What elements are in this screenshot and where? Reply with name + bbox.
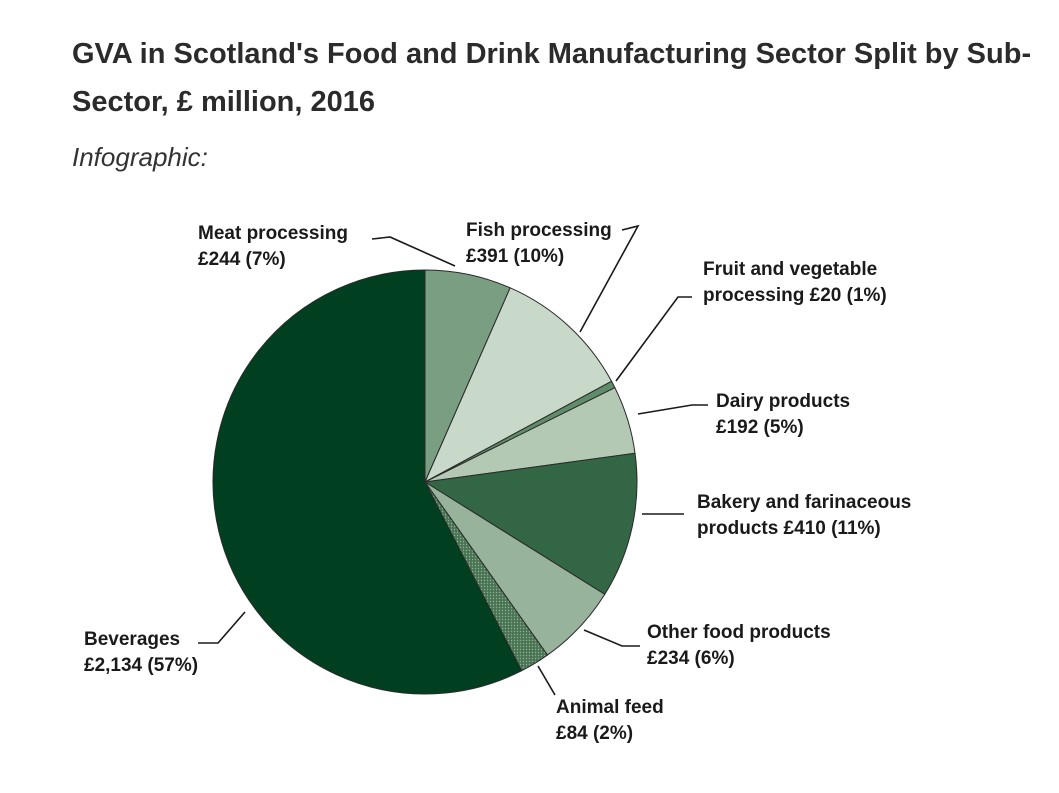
slice-label-meat-processing: Meat processing £244 (7%) <box>198 223 348 270</box>
leader-line-meat-processing <box>371 236 456 267</box>
chart-subtitle: Infographic: <box>72 142 208 172</box>
slice-label-other-food-products: Other food products £234 (6%) <box>647 622 831 669</box>
slice-label-line: £391 (10%) <box>466 246 564 267</box>
slice-label-line: £84 (2%) <box>556 723 633 744</box>
slice-label-line: Fruit and vegetable <box>703 259 877 280</box>
slice-label-line: £2,134 (57%) <box>84 655 198 676</box>
slice-label-line: £234 (6%) <box>647 648 735 669</box>
slice-label-line: processing £20 (1%) <box>703 285 887 306</box>
slice-label-line: £244 (7%) <box>198 249 286 270</box>
leader-line-animal-feed <box>537 665 556 696</box>
slice-label-fish-processing: Fish processing £391 (10%) <box>466 220 612 267</box>
slice-labels: Meat processing £244 (7%) Fish processing £… <box>84 220 911 744</box>
pie-slice-bakery-and-farinaceous-products <box>423 452 638 596</box>
slice-label-line: Fish processing <box>466 220 612 241</box>
slice-label-beverages: Beverages £2,134 (57%) <box>84 629 198 676</box>
pie-slice-fish-processing <box>423 287 613 484</box>
slice-label-line: Beverages <box>84 629 180 650</box>
slice-label-line: Dairy products <box>716 391 850 412</box>
slice-label-line: Bakery and farinaceous <box>697 492 911 513</box>
leader-lines <box>198 224 708 696</box>
slice-label-bakery-and-farinaceous-products: Bakery and farinaceous products £410 (11%… <box>697 492 911 539</box>
slice-label-line: Meat processing <box>198 223 348 244</box>
slice-label-fruit-and-vegetable-processing: Fruit and vegetable processing £20 (1%) <box>703 259 887 306</box>
leader-line-dairy-products <box>637 404 708 415</box>
leader-line-fruit-and-vegetable-processing <box>615 296 692 382</box>
pie-slice-beverages <box>212 269 523 695</box>
leader-line-beverages <box>198 611 246 644</box>
slice-label-line: products £410 (11%) <box>697 518 881 539</box>
leader-line-fish-processing <box>579 224 640 333</box>
slice-label-line: Other food products <box>647 622 831 643</box>
slice-label-animal-feed: Animal feed £84 (2%) <box>556 697 664 744</box>
slice-label-line: Animal feed <box>556 697 664 718</box>
chart-title: GVA in Scotland's Food and Drink Manufac… <box>72 38 1032 118</box>
slice-label-line: £192 (5%) <box>716 417 804 438</box>
pie-slices <box>212 269 638 695</box>
leader-line-other-food-products <box>583 629 640 647</box>
slice-label-dairy-products: Dairy products £192 (5%) <box>716 391 850 438</box>
